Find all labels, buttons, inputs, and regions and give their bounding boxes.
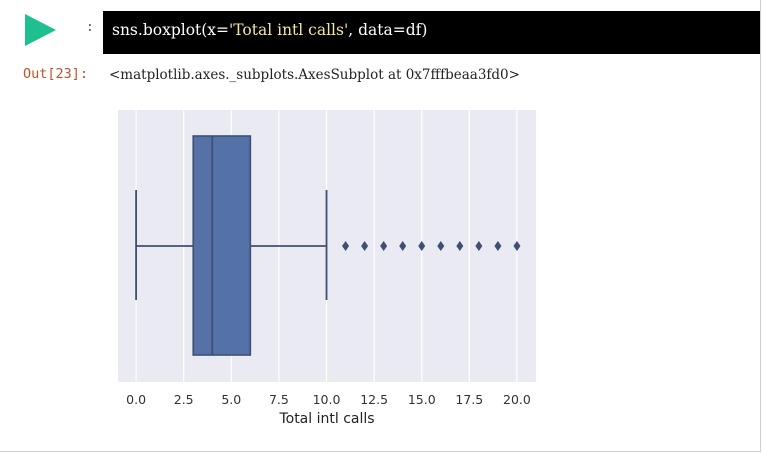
play-triangle <box>25 14 56 46</box>
outlier-point <box>475 241 483 251</box>
x-tick-label: 0.0 <box>126 392 146 407</box>
input-prompt-marker: : <box>86 20 94 35</box>
outlier-point <box>494 241 502 251</box>
outlier-point <box>399 241 407 251</box>
x-tick-label: 2.5 <box>174 392 194 407</box>
output-text: <matplotlib.axes._subplots.AxesSubplot a… <box>109 67 520 83</box>
outlier-point <box>380 241 388 251</box>
x-tick-label: 17.5 <box>455 392 483 407</box>
outlier-point <box>437 241 445 251</box>
x-tick-label: 15.0 <box>408 392 436 407</box>
x-tick-label: 7.5 <box>269 392 289 407</box>
outlier-point <box>361 241 369 251</box>
output-prompt: Out[23]: <box>23 66 89 82</box>
code-string-literal: 'Total intl calls' <box>229 21 349 39</box>
outlier-point <box>513 241 521 251</box>
x-axis-label: Total intl calls <box>278 411 374 427</box>
x-tick-label: 12.5 <box>360 392 388 407</box>
code-input-area[interactable]: sns.boxplot(x='Total intl calls', data=d… <box>103 11 760 54</box>
x-tick-labels: 0.0 2.5 5.0 7.5 10.0 12.5 15.0 17.5 20.0 <box>126 392 531 407</box>
whiskers <box>135 190 328 300</box>
x-tick-label: 5.0 <box>221 392 241 407</box>
outlier-point <box>342 241 350 251</box>
x-tick-label: 10.0 <box>313 392 341 407</box>
run-cell-icon[interactable] <box>22 12 58 48</box>
outlier-points <box>342 241 521 251</box>
outlier-point <box>456 241 464 251</box>
x-tick-label: 20.0 <box>503 392 531 407</box>
iqr-box <box>192 135 252 356</box>
code-text-prefix: sns.boxplot(x= <box>112 21 230 39</box>
code-text-suffix: , data=df) <box>348 21 428 39</box>
outlier-point <box>418 241 426 251</box>
